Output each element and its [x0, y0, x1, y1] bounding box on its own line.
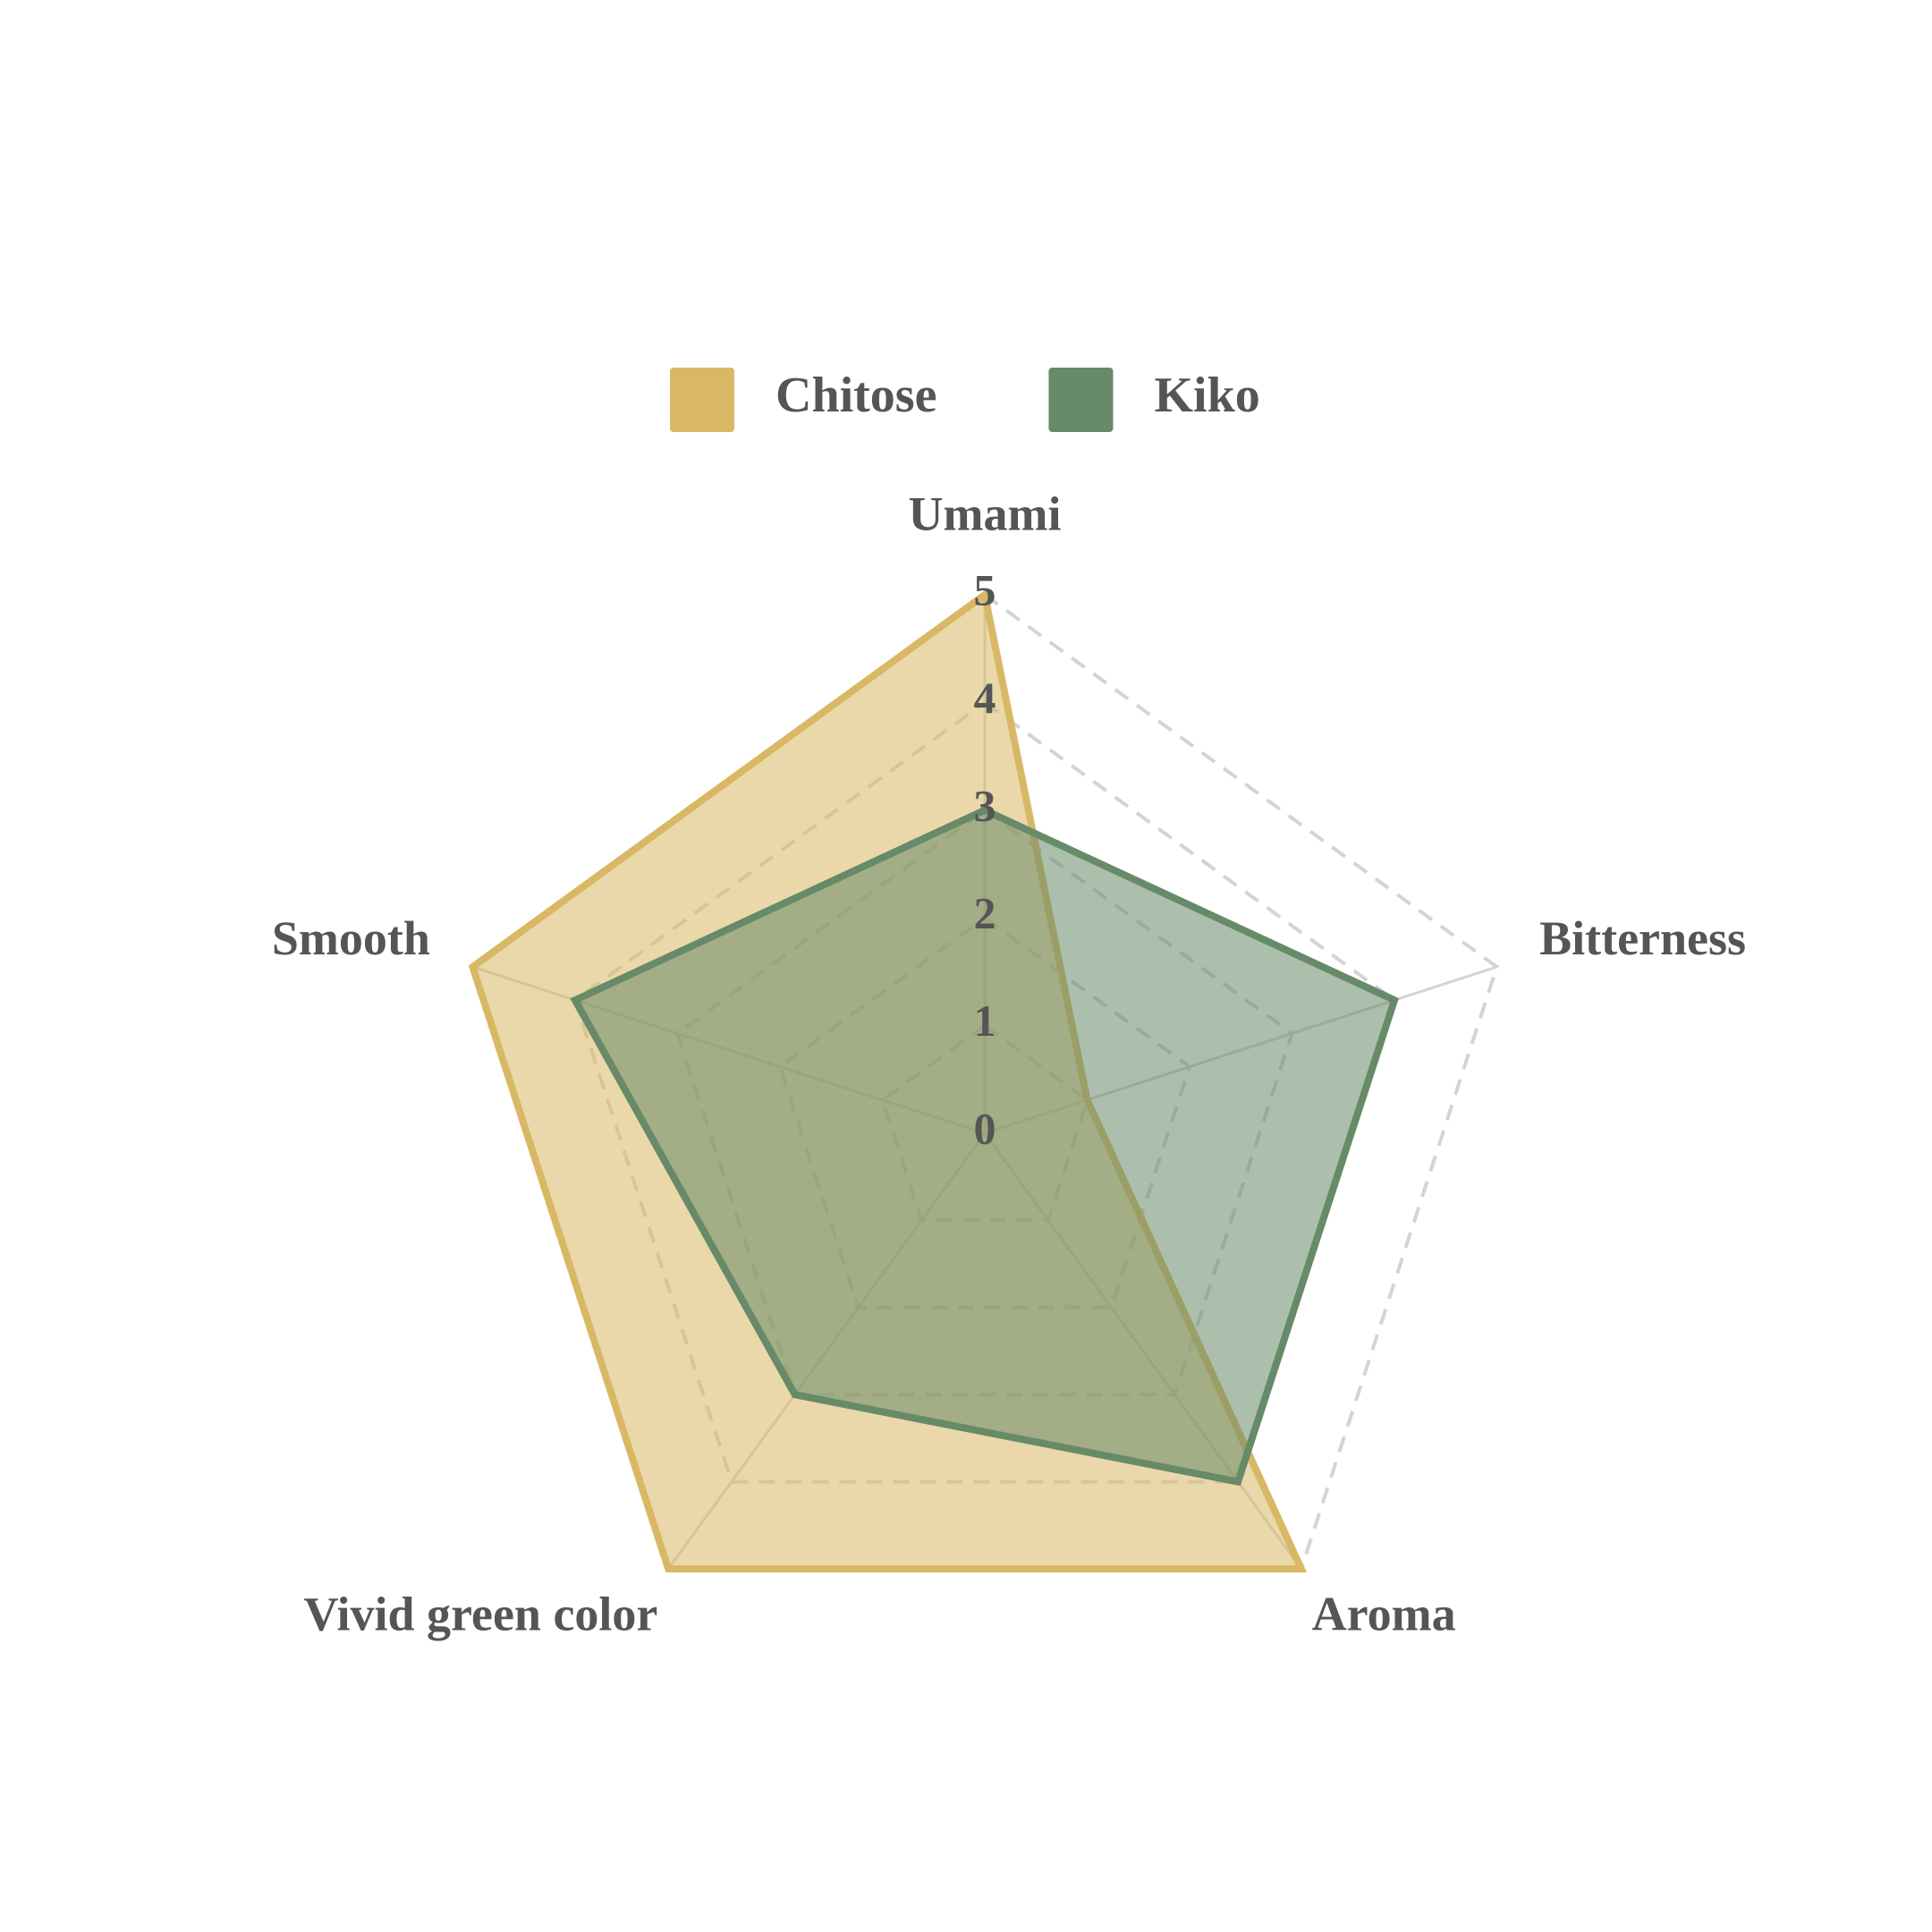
r-tick-label: 3	[974, 780, 996, 830]
r-tick-label: 5	[974, 564, 996, 614]
legend-swatch	[1048, 368, 1114, 432]
legend-label: Chitose	[775, 368, 936, 423]
r-tick-label: 2	[974, 888, 996, 938]
r-tick-label: 0	[974, 1103, 996, 1153]
category-label: Smooth	[272, 911, 430, 965]
r-tick-label: 1	[974, 996, 996, 1046]
category-label: Bitterness	[1539, 911, 1746, 965]
legend-label: Kiko	[1154, 368, 1259, 423]
series-area	[570, 806, 1399, 1487]
category-label: Aroma	[1312, 1588, 1456, 1641]
category-label: Umami	[909, 487, 1062, 540]
r-tick-label: 4	[974, 673, 996, 723]
legend-swatch	[670, 368, 734, 432]
category-label: Vivid green color	[303, 1588, 657, 1641]
